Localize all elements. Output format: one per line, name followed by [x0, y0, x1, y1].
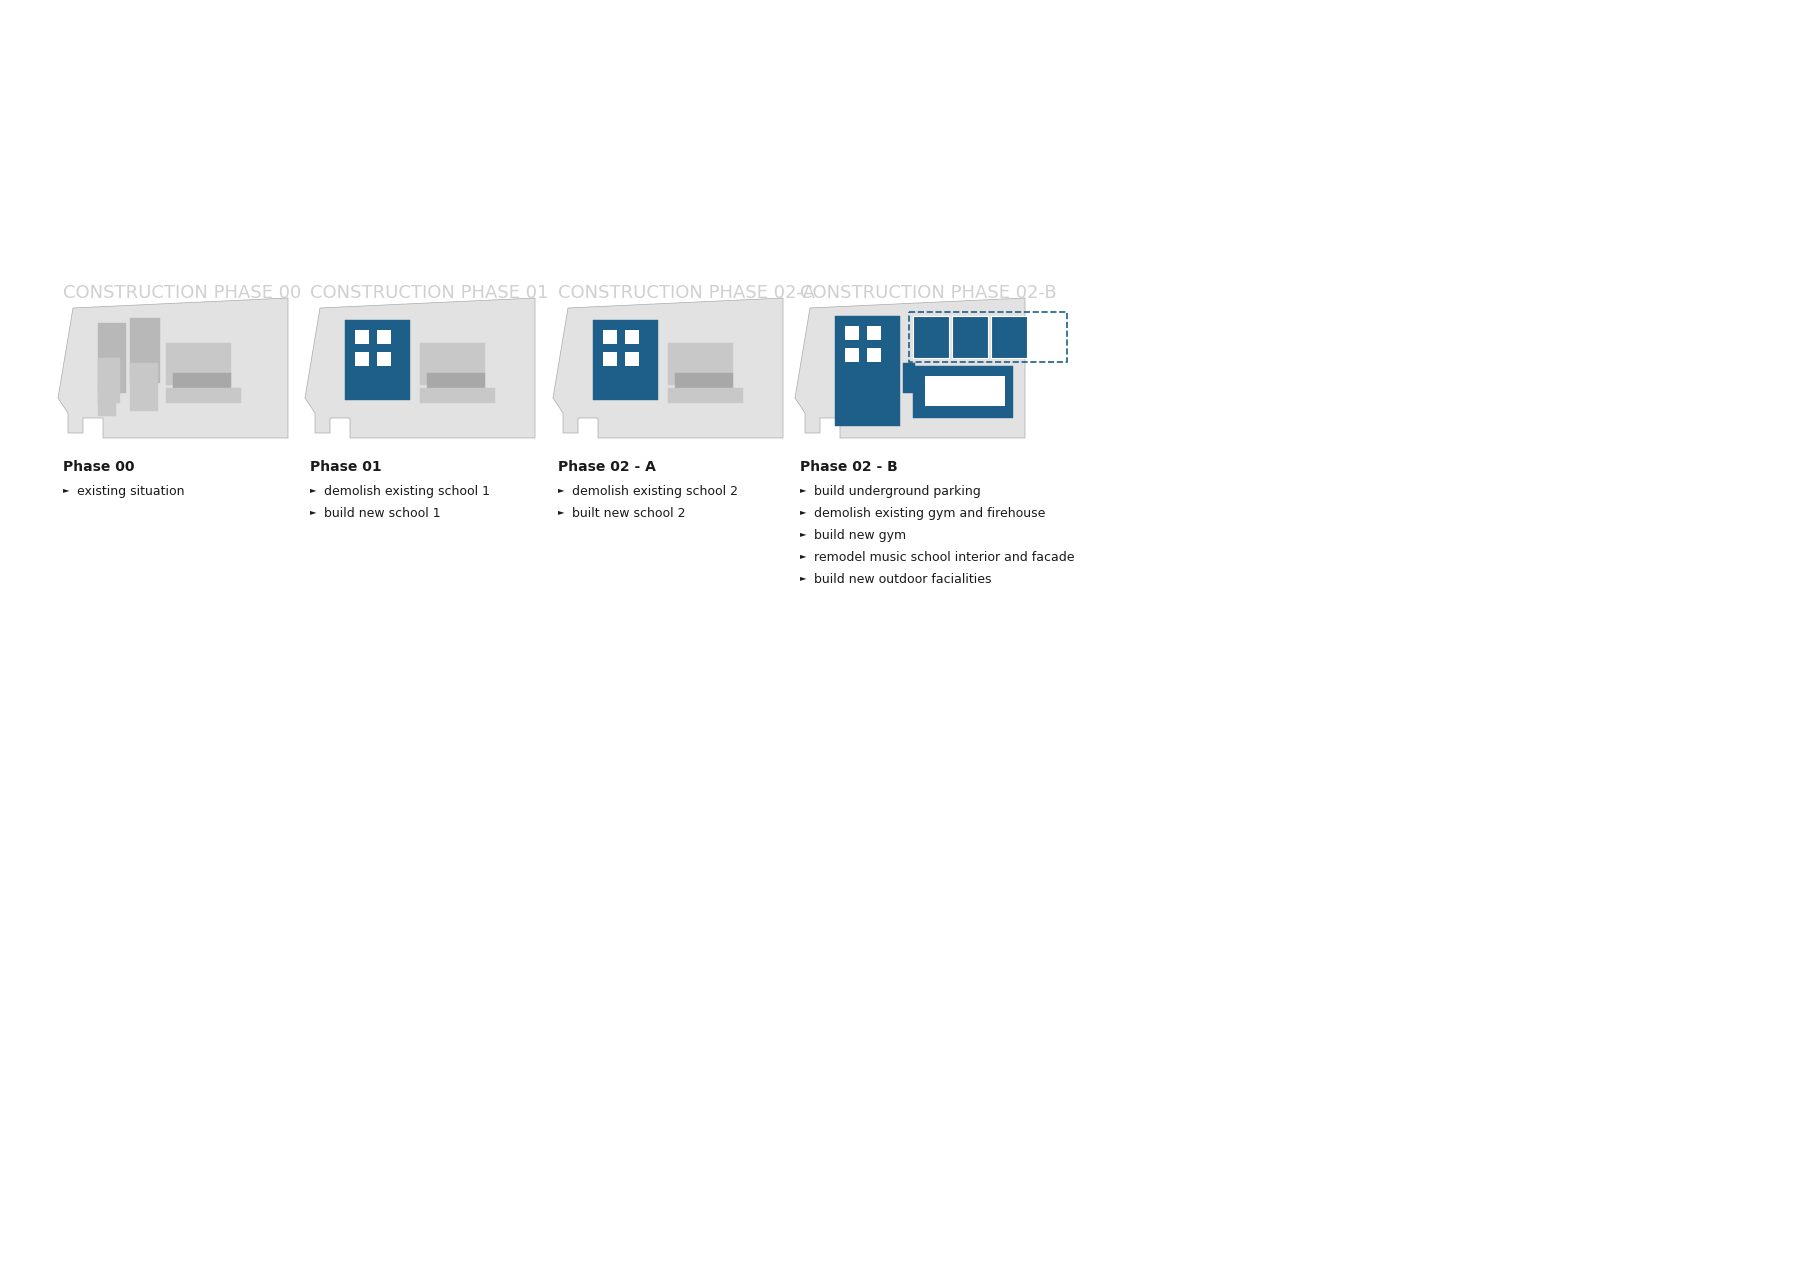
- Text: ►: ►: [310, 485, 317, 494]
- Text: ►: ►: [799, 485, 806, 494]
- Bar: [844, 326, 859, 340]
- Bar: [925, 376, 1004, 406]
- Bar: [355, 353, 369, 367]
- Bar: [992, 316, 1028, 358]
- Bar: [592, 320, 659, 400]
- Text: build new outdoor facialities: build new outdoor facialities: [814, 573, 992, 586]
- Bar: [355, 330, 369, 344]
- Text: demolish existing school 1: demolish existing school 1: [324, 485, 490, 498]
- Bar: [835, 316, 900, 426]
- Text: Phase 02 - A: Phase 02 - A: [558, 460, 655, 474]
- Text: ►: ►: [799, 573, 806, 582]
- Bar: [130, 363, 158, 411]
- Bar: [166, 388, 241, 404]
- Polygon shape: [58, 298, 288, 438]
- Text: existing situation: existing situation: [77, 485, 184, 498]
- Bar: [97, 323, 126, 393]
- Bar: [427, 373, 484, 391]
- Bar: [603, 353, 617, 367]
- Bar: [376, 353, 391, 367]
- Text: ►: ►: [799, 551, 806, 560]
- Bar: [603, 330, 617, 344]
- Bar: [868, 348, 880, 362]
- Bar: [904, 363, 914, 393]
- Text: ►: ►: [310, 507, 317, 516]
- Bar: [675, 373, 733, 391]
- Bar: [625, 330, 639, 344]
- Bar: [668, 388, 743, 404]
- Bar: [130, 318, 160, 383]
- Text: build underground parking: build underground parking: [814, 485, 981, 498]
- Bar: [913, 316, 949, 358]
- Bar: [346, 320, 410, 400]
- Text: ►: ►: [558, 485, 565, 494]
- Text: ►: ►: [799, 530, 806, 538]
- Text: CONSTRUCTION PHASE 01: CONSTRUCTION PHASE 01: [310, 284, 549, 302]
- Text: Phase 02 - B: Phase 02 - B: [799, 460, 898, 474]
- Polygon shape: [796, 298, 1024, 438]
- Text: remodel music school interior and facade: remodel music school interior and facade: [814, 551, 1075, 564]
- Bar: [952, 316, 988, 358]
- Text: Phase 00: Phase 00: [63, 460, 135, 474]
- Bar: [97, 358, 121, 404]
- Text: CONSTRUCTION PHASE 02-B: CONSTRUCTION PHASE 02-B: [799, 284, 1057, 302]
- Text: demolish existing school 2: demolish existing school 2: [572, 485, 738, 498]
- Bar: [173, 373, 230, 391]
- Text: ►: ►: [799, 507, 806, 516]
- Text: CONSTRUCTION PHASE 00: CONSTRUCTION PHASE 00: [63, 284, 301, 302]
- Bar: [668, 342, 733, 384]
- Text: ►: ►: [558, 507, 565, 516]
- Bar: [844, 348, 859, 362]
- Bar: [868, 326, 880, 340]
- Bar: [909, 312, 1067, 362]
- Text: build new school 1: build new school 1: [324, 507, 441, 519]
- Polygon shape: [553, 298, 783, 438]
- Bar: [625, 353, 639, 367]
- Bar: [376, 330, 391, 344]
- Bar: [913, 367, 1013, 418]
- Text: build new gym: build new gym: [814, 530, 905, 542]
- Text: demolish existing gym and firehouse: demolish existing gym and firehouse: [814, 507, 1046, 519]
- Text: ►: ►: [63, 485, 70, 494]
- Polygon shape: [304, 298, 535, 438]
- Text: Phase 01: Phase 01: [310, 460, 382, 474]
- Text: built new school 2: built new school 2: [572, 507, 686, 519]
- Bar: [97, 388, 115, 416]
- Bar: [419, 388, 495, 404]
- Bar: [166, 342, 230, 384]
- Text: CONSTRUCTION PHASE 02-A: CONSTRUCTION PHASE 02-A: [558, 284, 815, 302]
- Bar: [419, 342, 484, 384]
